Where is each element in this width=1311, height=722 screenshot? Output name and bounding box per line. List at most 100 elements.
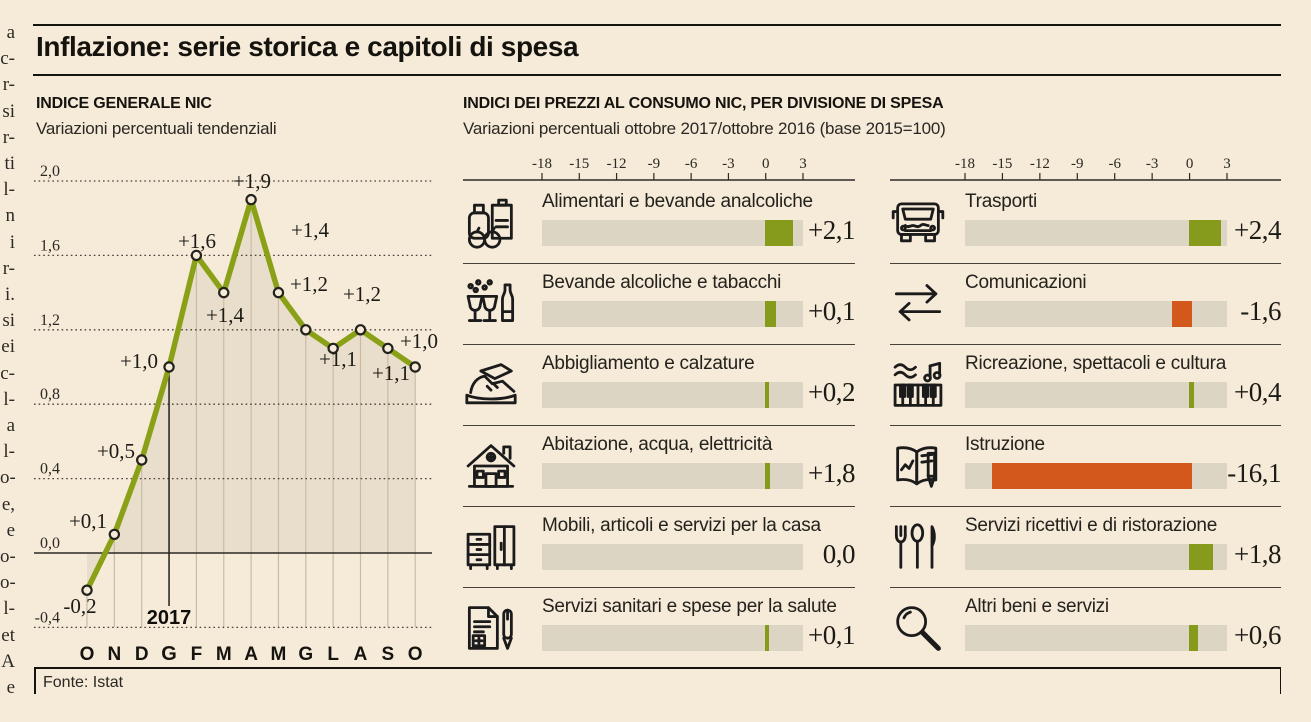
footer-rule [34, 667, 1281, 669]
data-point [163, 361, 175, 373]
negative-bar [991, 463, 1192, 489]
bar-track [965, 220, 1227, 246]
svg-text:-15: -15 [992, 156, 1012, 172]
bar-panel-subtitle: Variazioni percentuali ottobre 2017/otto… [463, 119, 946, 138]
year-marker-label: 2017 [147, 607, 192, 629]
category-label: Servizi sanitari e spese per la salute [542, 596, 837, 617]
value-label: +2,1 [808, 215, 855, 245]
margin-text-fragment: si [2, 310, 15, 332]
category-row: Bevande alcoliche e tabacchi +0,1 [463, 264, 855, 345]
svg-text:-6: -6 [1108, 156, 1121, 172]
point-label: -0,2 [63, 594, 96, 618]
svg-text:0: 0 [762, 156, 770, 172]
month-label: N [107, 644, 121, 665]
bar-axis-scale: -18 -15 -12 -9 -6 -3 0 3 [463, 156, 855, 181]
bar-track [965, 382, 1227, 408]
footer-right-tick [1279, 667, 1281, 694]
margin-text-fragment: a [6, 22, 15, 43]
bar-track [542, 220, 803, 246]
margin-text-fragment: l- [3, 441, 15, 463]
category-label: Servizi ricettivi e di ristorazione [965, 515, 1218, 536]
margin-text-fragment: c- [0, 48, 15, 70]
category-rows: Alimentari e bevande analcoliche +2,1 Beva… [463, 183, 856, 668]
data-point [327, 342, 339, 355]
category-label: Abitazione, acqua, elettricità [542, 434, 773, 455]
category-row: Istruzione -16,1 [890, 426, 1281, 507]
arrows-icon [890, 276, 946, 332]
point-label: +0,5 [97, 439, 135, 463]
value-label: +2,4 [1234, 215, 1281, 245]
svg-text:-18: -18 [955, 156, 975, 172]
category-row: Mobili, articoli e servizi per la casa 0,… [463, 507, 856, 588]
month-label: G [298, 644, 313, 665]
month-label: G [161, 643, 177, 665]
bar-track [542, 625, 803, 651]
bar-column-left: -18 -15 -12 -9 -6 -3 0 3 Alimentari e bevande an… [463, 140, 856, 685]
month-label: O [408, 644, 423, 665]
margin-text-fragment: a [6, 415, 15, 437]
category-label: Bevande alcoliche e tabacchi [542, 272, 782, 293]
data-point [272, 286, 285, 299]
svg-text:0,8: 0,8 [40, 386, 60, 403]
margin-text-fragment: ei [1, 336, 15, 358]
svg-text:0,0: 0,0 [40, 535, 60, 552]
svg-text:-3: -3 [1146, 156, 1159, 172]
category-row: Altri beni e servizi +0,6 [890, 588, 1281, 668]
margin-text-fragment: n [5, 205, 16, 227]
svg-text:-15: -15 [569, 156, 589, 172]
margin-text-fragment: A [1, 650, 15, 672]
point-label: +1,6 [178, 229, 216, 253]
furniture-icon [463, 519, 519, 575]
positive-bar [764, 625, 769, 651]
point-label: +1,0 [400, 329, 438, 353]
category-row: Servizi sanitari e spese per la salute +0… [463, 588, 855, 668]
music-icon [890, 357, 946, 413]
point-label: +1,2 [290, 272, 328, 296]
value-label: +0,4 [1234, 377, 1281, 407]
margin-text-fragment: r- [2, 257, 15, 279]
category-row: Alimentari e bevande analcoliche +2,1 [463, 183, 855, 264]
svg-text:-18: -18 [532, 156, 552, 172]
svg-text:3: 3 [1223, 156, 1231, 172]
margin-text-fragment: c- [0, 362, 15, 384]
value-label: +1,8 [1234, 539, 1281, 569]
bar-axis-scale: -18 -15 -12 -9 -6 -3 0 3 [890, 156, 1281, 181]
point-label: +1,1 [372, 361, 410, 385]
svg-text:0,4: 0,4 [40, 461, 60, 478]
food-icon [463, 195, 519, 251]
title-underline-rule [33, 74, 1281, 76]
svg-text:-12: -12 [607, 156, 627, 172]
point-label: +1,2 [343, 282, 381, 306]
category-label: Altri beni e servizi [965, 596, 1109, 617]
point-label: +1,4 [291, 218, 330, 242]
bar-track [965, 544, 1227, 570]
point-label: +1,4 [206, 303, 245, 327]
data-point [108, 528, 121, 541]
margin-text-fragment: o- [0, 546, 15, 568]
svg-text:-9: -9 [648, 156, 661, 172]
positive-bar [1188, 382, 1194, 408]
point-label: +1,0 [120, 349, 158, 373]
value-label: +0,2 [808, 377, 855, 407]
month-label: M [271, 644, 287, 665]
category-row: Servizi ricettivi e di ristorazione +1,8 [890, 507, 1281, 588]
category-label: Abbigliamento e calzature [542, 353, 755, 374]
bar-track [542, 382, 803, 408]
bar-track [965, 625, 1227, 651]
positive-bar [1188, 625, 1198, 651]
data-point [135, 454, 148, 466]
value-label: +0,1 [808, 620, 855, 650]
month-label: M [216, 644, 232, 665]
line-chart-title: INDICE GENERALE NIC [36, 95, 212, 112]
category-row: Trasporti +2,4 [890, 183, 1281, 264]
bar-column-right: -18 -15 -12 -9 -6 -3 0 3 Trasporti +2,4 Comunicazi… [890, 140, 1281, 685]
category-label: Ricreazione, spettacoli e cultura [965, 353, 1227, 374]
cutlery-icon [890, 519, 946, 575]
margin-text-fragment: l- [3, 179, 15, 201]
magnifier-icon [890, 600, 946, 656]
category-row: Abbigliamento e calzature +0,2 [463, 345, 855, 426]
data-point [300, 324, 312, 336]
category-label: Istruzione [965, 434, 1045, 455]
point-label: +0,1 [69, 509, 107, 533]
data-point [409, 361, 421, 373]
